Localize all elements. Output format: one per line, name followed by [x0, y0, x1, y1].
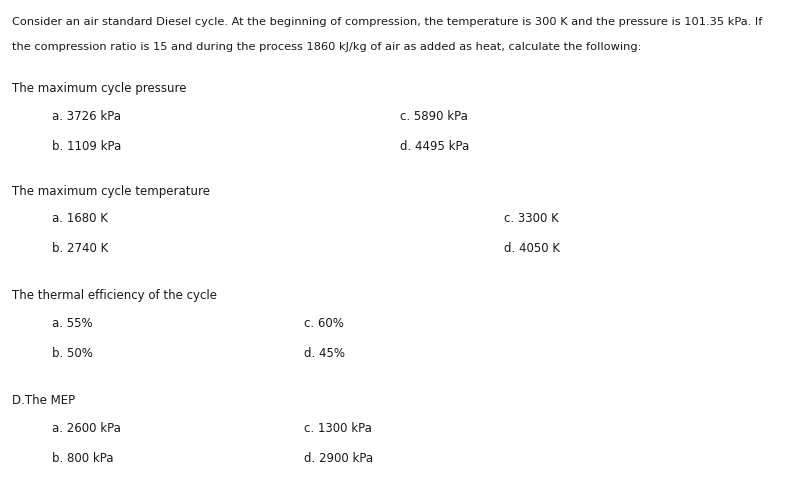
Text: d. 4495 kPa: d. 4495 kPa — [400, 140, 470, 153]
Text: b. 2740 K: b. 2740 K — [52, 242, 108, 255]
Text: d. 2900 kPa: d. 2900 kPa — [304, 452, 373, 465]
Text: a. 2600 kPa: a. 2600 kPa — [52, 422, 121, 435]
Text: The maximum cycle pressure: The maximum cycle pressure — [12, 82, 186, 95]
Text: b. 1109 kPa: b. 1109 kPa — [52, 140, 122, 153]
Text: Consider an air standard Diesel cycle. At the beginning of compression, the temp: Consider an air standard Diesel cycle. A… — [12, 17, 762, 27]
Text: b. 800 kPa: b. 800 kPa — [52, 452, 114, 465]
Text: The maximum cycle temperature: The maximum cycle temperature — [12, 185, 210, 198]
Text: b. 50%: b. 50% — [52, 347, 93, 360]
Text: a. 3726 kPa: a. 3726 kPa — [52, 110, 121, 123]
Text: The thermal efficiency of the cycle: The thermal efficiency of the cycle — [12, 289, 217, 302]
Text: a. 55%: a. 55% — [52, 317, 93, 330]
Text: a. 1680 K: a. 1680 K — [52, 212, 108, 225]
Text: c. 60%: c. 60% — [304, 317, 344, 330]
Text: D.The MEP: D.The MEP — [12, 394, 75, 407]
Text: c. 1300 kPa: c. 1300 kPa — [304, 422, 372, 435]
Text: c. 3300 K: c. 3300 K — [504, 212, 558, 225]
Text: the compression ratio is 15 and during the process 1860 kJ/kg of air as added as: the compression ratio is 15 and during t… — [12, 42, 642, 52]
Text: c. 5890 kPa: c. 5890 kPa — [400, 110, 468, 123]
Text: d. 4050 K: d. 4050 K — [504, 242, 560, 255]
Text: d. 45%: d. 45% — [304, 347, 345, 360]
